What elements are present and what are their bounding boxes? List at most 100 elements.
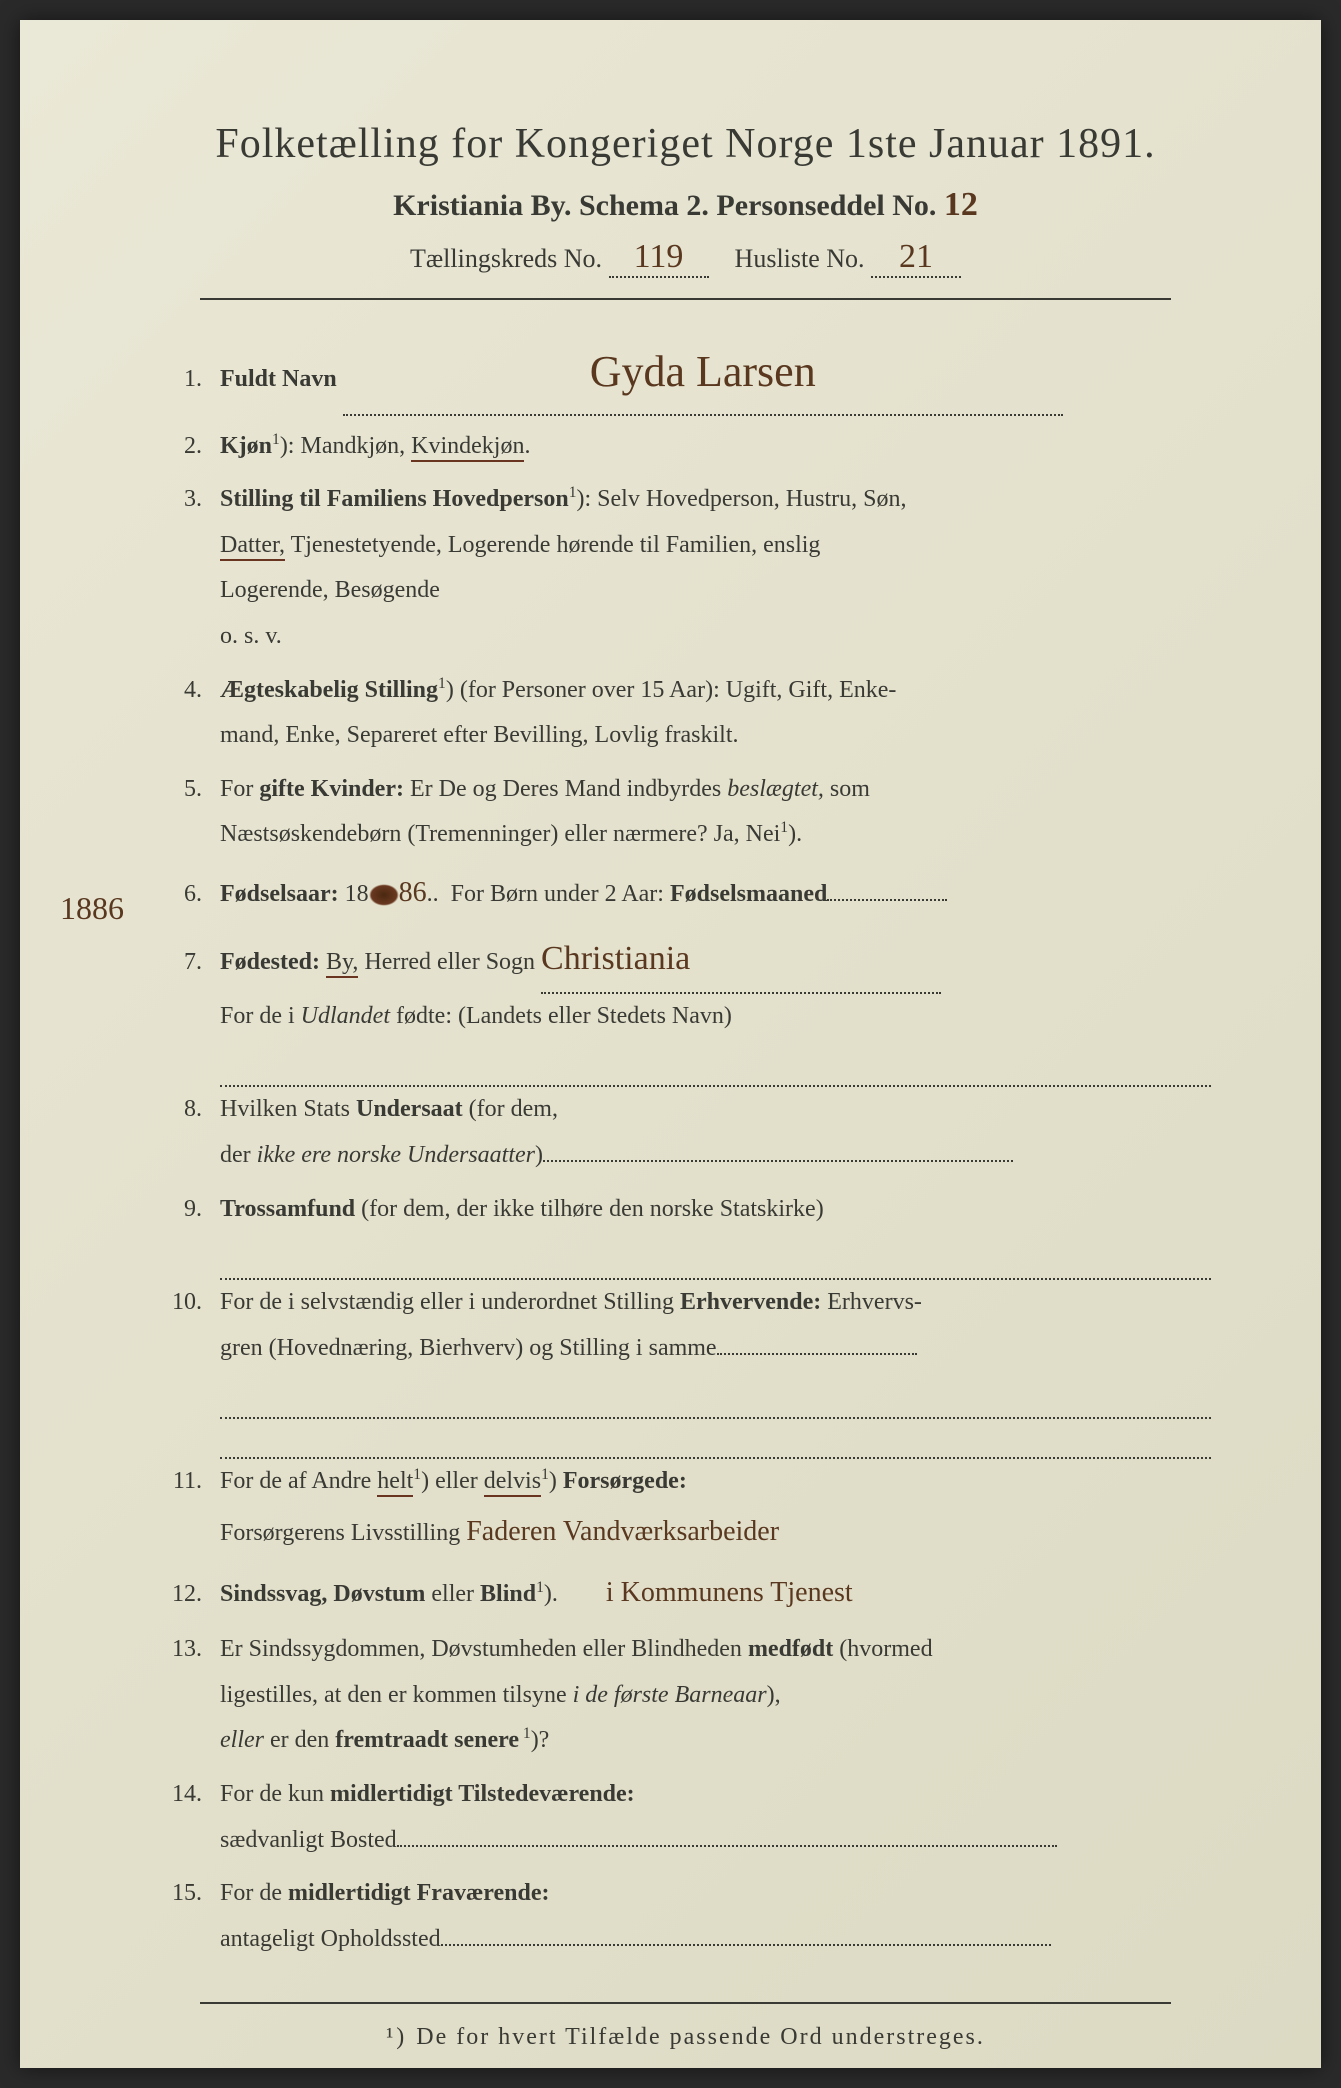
field-1-name: 1. Fuldt Navn Gyda Larsen <box>160 330 1211 416</box>
field-label: midlertidigt Tilstedeværende: <box>330 1781 635 1807</box>
f7-line2b: fødte: (Landets eller Stedets Navn) <box>390 1003 732 1029</box>
field-num: 9. <box>160 1187 220 1233</box>
field-label: Trossamfund <box>220 1196 355 1222</box>
birthplace-value: Christiania <box>541 927 690 992</box>
provider-value: Faderen Vandværksarbeider <box>466 1505 779 1558</box>
field-12-disability: 12. Sindssvag, Døvstum eller Blind1). i … <box>160 1566 1211 1619</box>
f5-text2: som <box>824 776 870 802</box>
field-num: 13. <box>160 1627 220 1673</box>
field-7-birthplace: 7. Fødested: By, Herred eller Sogn Chris… <box>160 927 1211 1039</box>
field-6-birthyear: 6. Fødselsaar: 1886.. For Børn under 2 A… <box>160 866 1211 919</box>
f11-u2: delvis <box>484 1468 541 1497</box>
kreds-number: 119 <box>634 238 684 276</box>
field-4-marital: 4. Ægteskabelig Stilling1) (for Personer… <box>160 668 1211 759</box>
field-5-married-women: 5. For gifte Kvinder: Er De og Deres Man… <box>160 767 1211 858</box>
f5-text: Er De og Deres Mand indbyrdes <box>404 776 727 802</box>
birthyear-value: 86 <box>399 866 427 919</box>
field-num: 15. <box>160 1871 220 1917</box>
field-label: gifte Kvinder: <box>259 776 404 802</box>
field-label: Sindssvag, Døvstum <box>220 1581 425 1607</box>
kreds-label: Tællingskreds No. <box>410 244 602 273</box>
field-num: 1. <box>160 357 220 403</box>
field-2-gender: 2. Kjøn1): Mandkjøn, Kvindekjøn. <box>160 424 1211 470</box>
form-fields: 1. Fuldt Navn Gyda Larsen 2. Kjøn1): Man… <box>160 330 1211 1962</box>
footer-rule <box>200 2002 1171 2004</box>
f7-underlined: By, <box>326 949 358 978</box>
field-num: 4. <box>160 668 220 714</box>
f12-label2: Blind <box>480 1581 536 1607</box>
field-num: 14. <box>160 1772 220 1818</box>
personseddel-number: 12 <box>944 186 978 224</box>
field-label: Fuldt Navn <box>220 366 337 392</box>
f5-prefix: For <box>220 776 259 802</box>
field-label: Erhvervende: <box>680 1289 821 1315</box>
header-rule <box>200 298 1171 300</box>
dotted-blank-line <box>220 1047 1211 1087</box>
f11-line2: Forsørgerens Livsstilling <box>220 1520 460 1546</box>
f8-italic: ikke ere norske Undersaatter <box>257 1142 535 1168</box>
field-label: Fødested: <box>220 949 320 975</box>
field-14-temp-present: 14. For de kun midlertidigt Tilstedevære… <box>160 1772 1211 1863</box>
field-label: Kjøn <box>220 433 272 459</box>
field-15-temp-absent: 15. For de midlertidigt Fraværende: anta… <box>160 1871 1211 1962</box>
f4-paren: (for Personer over 15 Aar): <box>460 677 720 703</box>
field-label: Stilling til Familiens Hovedperson <box>220 486 569 512</box>
field-num: 5. <box>160 767 220 813</box>
husliste-label: Husliste No. <box>735 244 865 273</box>
f13-line3-bold: fremtraadt senere <box>335 1727 519 1753</box>
field-num: 11. <box>160 1459 220 1505</box>
field-13-congenital: 13. Er Sindssygdommen, Døvstumheden elle… <box>160 1627 1211 1764</box>
gender-selected: Kvindekjøn <box>411 433 524 462</box>
field-num: 2. <box>160 424 220 470</box>
field-label: medfødt <box>748 1636 833 1662</box>
field-label: Undersaat <box>356 1096 463 1122</box>
year-prefix: 18 <box>345 881 369 907</box>
f10-text2: Erhvervs- <box>821 1289 922 1315</box>
footnote-marker: ¹) <box>386 2024 407 2050</box>
field-label: Forsørgede: <box>563 1468 687 1494</box>
dotted-blank-line <box>220 1419 1211 1459</box>
f14-line2: sædvanligt Bosted <box>220 1827 397 1853</box>
f8-text2: (for dem, <box>463 1096 558 1122</box>
f4-opts: Ugift, Gift, Enke- <box>726 677 897 703</box>
f3-line4: o. s. v. <box>220 623 282 649</box>
f7-italic: Udlandet <box>301 1003 390 1029</box>
f12-text: eller <box>425 1581 480 1607</box>
subtitle-line: Kristiania By. Schema 2. Personseddel No… <box>160 186 1211 224</box>
f4-line2: mand, Enke, Separeret efter Bevilling, L… <box>220 722 739 748</box>
f6-label2: Fødselsmaaned <box>670 881 827 907</box>
field-10-occupation: 10. For de i selvstændig eller i underor… <box>160 1280 1211 1371</box>
f11-text1: For de af Andre <box>220 1468 377 1494</box>
f13-text2: (hvormed <box>833 1636 932 1662</box>
field-9-religion: 9. Trossamfund (for dem, der ikke tilhør… <box>160 1187 1211 1233</box>
field-label: Ægteskabelig Stilling <box>220 677 438 703</box>
f13-line2a: ligestilles, at den er kommen tilsyne <box>220 1682 573 1708</box>
f8-text1: Hvilken Stats <box>220 1096 356 1122</box>
f10-text1: For de i selvstændig eller i underordnet… <box>220 1289 680 1315</box>
field-num: 7. <box>160 940 220 986</box>
field-num: 12. <box>160 1572 220 1618</box>
field-num: 6. <box>160 872 220 918</box>
field-num: 3. <box>160 477 220 523</box>
f13-line3a: er den <box>264 1727 335 1753</box>
f3-line1: Selv Hovedperson, Hustru, Søn, <box>597 486 906 512</box>
f8-line2: der <box>220 1142 257 1168</box>
main-title: Folketælling for Kongeriget Norge 1ste J… <box>160 120 1211 168</box>
field-label: Fødselsaar: <box>220 881 339 907</box>
f3-line3: Logerende, Besøgende <box>220 577 440 603</box>
field-3-relation: 3. Stilling til Familiens Hovedperson1):… <box>160 477 1211 659</box>
f3-line2-rest: Tjenestetyende, Logerende hørende til Fa… <box>285 532 820 558</box>
subtitle-prefix: Kristiania By. Schema 2. Personseddel No… <box>393 189 936 222</box>
f9-text: (for dem, der ikke tilhøre den norske St… <box>355 1196 824 1222</box>
dotted-blank-line <box>220 1240 1211 1280</box>
f15-text: For de <box>220 1880 288 1906</box>
field-num: 8. <box>160 1087 220 1133</box>
f13-line3-italic: eller <box>220 1727 264 1753</box>
f11-u1: helt <box>377 1468 413 1497</box>
f11-text2: eller <box>429 1468 484 1494</box>
full-name-value: Gyda Larsen <box>590 330 816 414</box>
f5-line2: Næstsøskendebørn (Tremenninger) eller næ… <box>220 821 780 847</box>
f12-value: i Kommunens Tjenest <box>606 1566 853 1619</box>
f7-line2a: For de i <box>220 1003 301 1029</box>
f6-mid: For Børn under 2 Aar: <box>451 881 664 907</box>
